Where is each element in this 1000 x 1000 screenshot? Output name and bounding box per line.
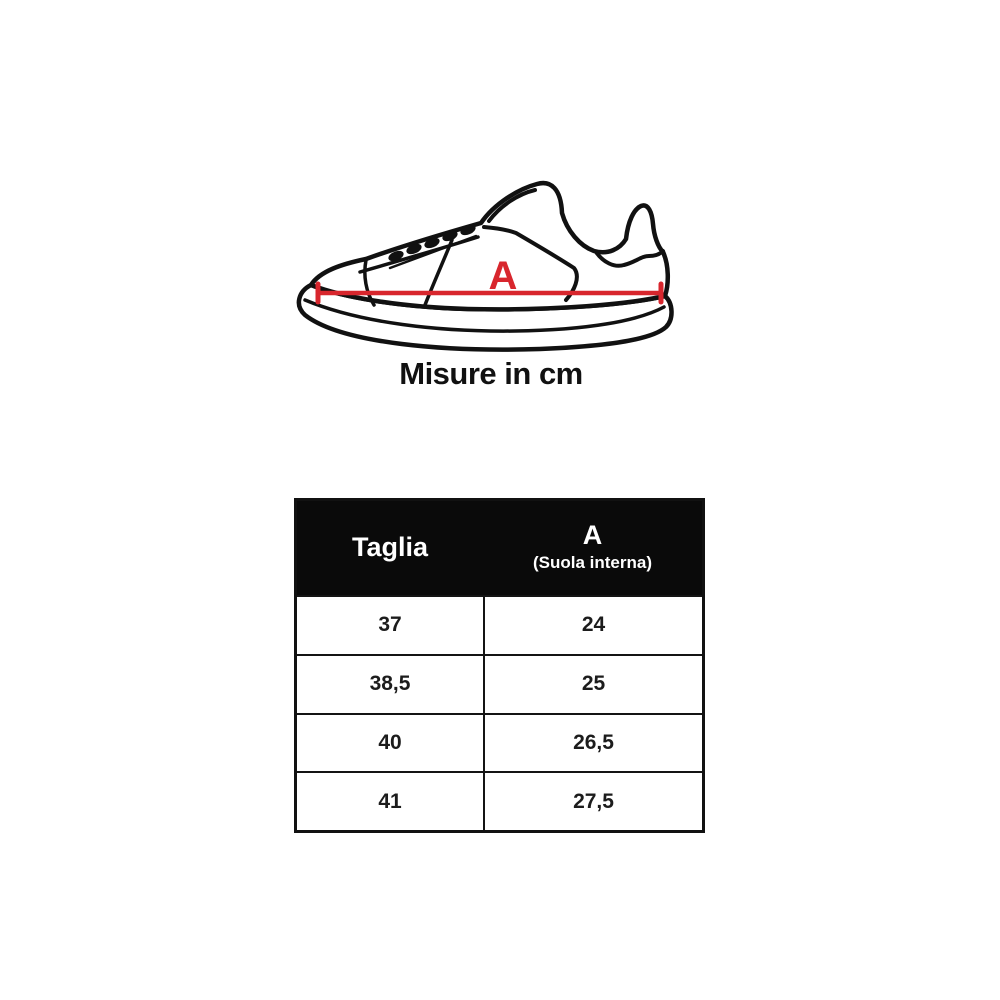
table-row-0-taglia: 37 bbox=[297, 595, 483, 654]
table-header-a: A (Suola interna) bbox=[483, 501, 702, 595]
shoe-midsole-seam bbox=[303, 298, 666, 333]
shoe-tongue-seam bbox=[487, 188, 537, 223]
table-row-3-taglia: 41 bbox=[297, 771, 483, 830]
shoe-heel-seam bbox=[594, 249, 665, 268]
size-table: Taglia A (Suola interna) 37 24 38,5 25 4… bbox=[294, 498, 705, 833]
table-row-1-a: 25 bbox=[483, 653, 702, 713]
table-row-0-a: 24 bbox=[483, 595, 702, 654]
table-row-2-a: 26,5 bbox=[483, 712, 702, 772]
measurement-label: A bbox=[489, 254, 518, 298]
table-header-a-sublabel: (Suola interna) bbox=[532, 552, 652, 572]
diagram-caption: Misure in cm bbox=[399, 356, 583, 391]
shoe-quarter-seam bbox=[482, 225, 579, 302]
table-header-taglia-label: Taglia bbox=[351, 532, 429, 563]
table-header-taglia: Taglia bbox=[297, 501, 483, 595]
measurement-line bbox=[315, 281, 664, 305]
shoe-lace-panel-edge bbox=[363, 258, 376, 307]
shoe-laces bbox=[388, 224, 478, 270]
table-row-2-taglia: 40 bbox=[297, 712, 483, 772]
table-row-1-taglia: 38,5 bbox=[297, 653, 483, 713]
table-header-a-label: A bbox=[582, 520, 603, 551]
table-row-3-a: 27,5 bbox=[483, 771, 702, 830]
shoe-lace-line bbox=[388, 234, 478, 270]
